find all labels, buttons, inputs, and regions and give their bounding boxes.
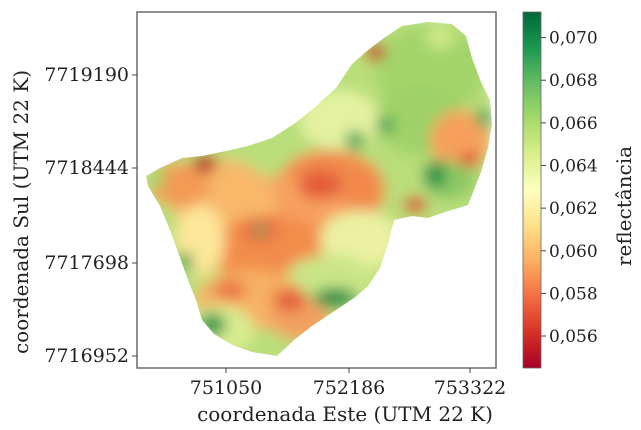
y-tick-marks [132, 74, 137, 357]
colorbar-tick-label: 0,068 [549, 71, 598, 91]
y-tick-label: 7716952 [44, 345, 129, 367]
y-tick-label: 7718444 [44, 157, 129, 179]
x-tick-labels: 751050 752186 753322 [190, 377, 507, 399]
x-axis-title: coordenada Este (UTM 22 K) [197, 402, 493, 426]
colorbar-tick-label: 0,058 [549, 284, 598, 304]
colorbar-tick-label: 0,056 [549, 327, 598, 347]
colorbar-tick-label: 0,064 [549, 156, 598, 176]
x-tick-label: 753322 [434, 377, 507, 399]
y-tick-label: 7719190 [44, 64, 129, 86]
x-tick-label: 752186 [313, 377, 386, 399]
x-tick-marks [225, 368, 471, 373]
y-tick-labels: 7719190 7718444 7717698 7716952 [44, 64, 129, 367]
x-tick-label: 751050 [190, 377, 263, 399]
colorbar-tick-label: 0,062 [549, 199, 598, 219]
colorbar-tick-label: 0,066 [549, 114, 598, 134]
colorbar-tick-label: 0,070 [549, 29, 598, 49]
y-axis-title: coordenada Sul (UTM 22 K) [9, 70, 33, 354]
colorbar-ticks: 0,070 0,068 0,066 0,064 0,062 0,060 0,058 0,056 [541, 29, 598, 347]
colorbar-tick-label: 0,060 [549, 242, 598, 262]
y-tick-label: 7717698 [44, 252, 129, 274]
colorbar [522, 11, 542, 369]
colorbar-label: reflectância [612, 146, 636, 266]
